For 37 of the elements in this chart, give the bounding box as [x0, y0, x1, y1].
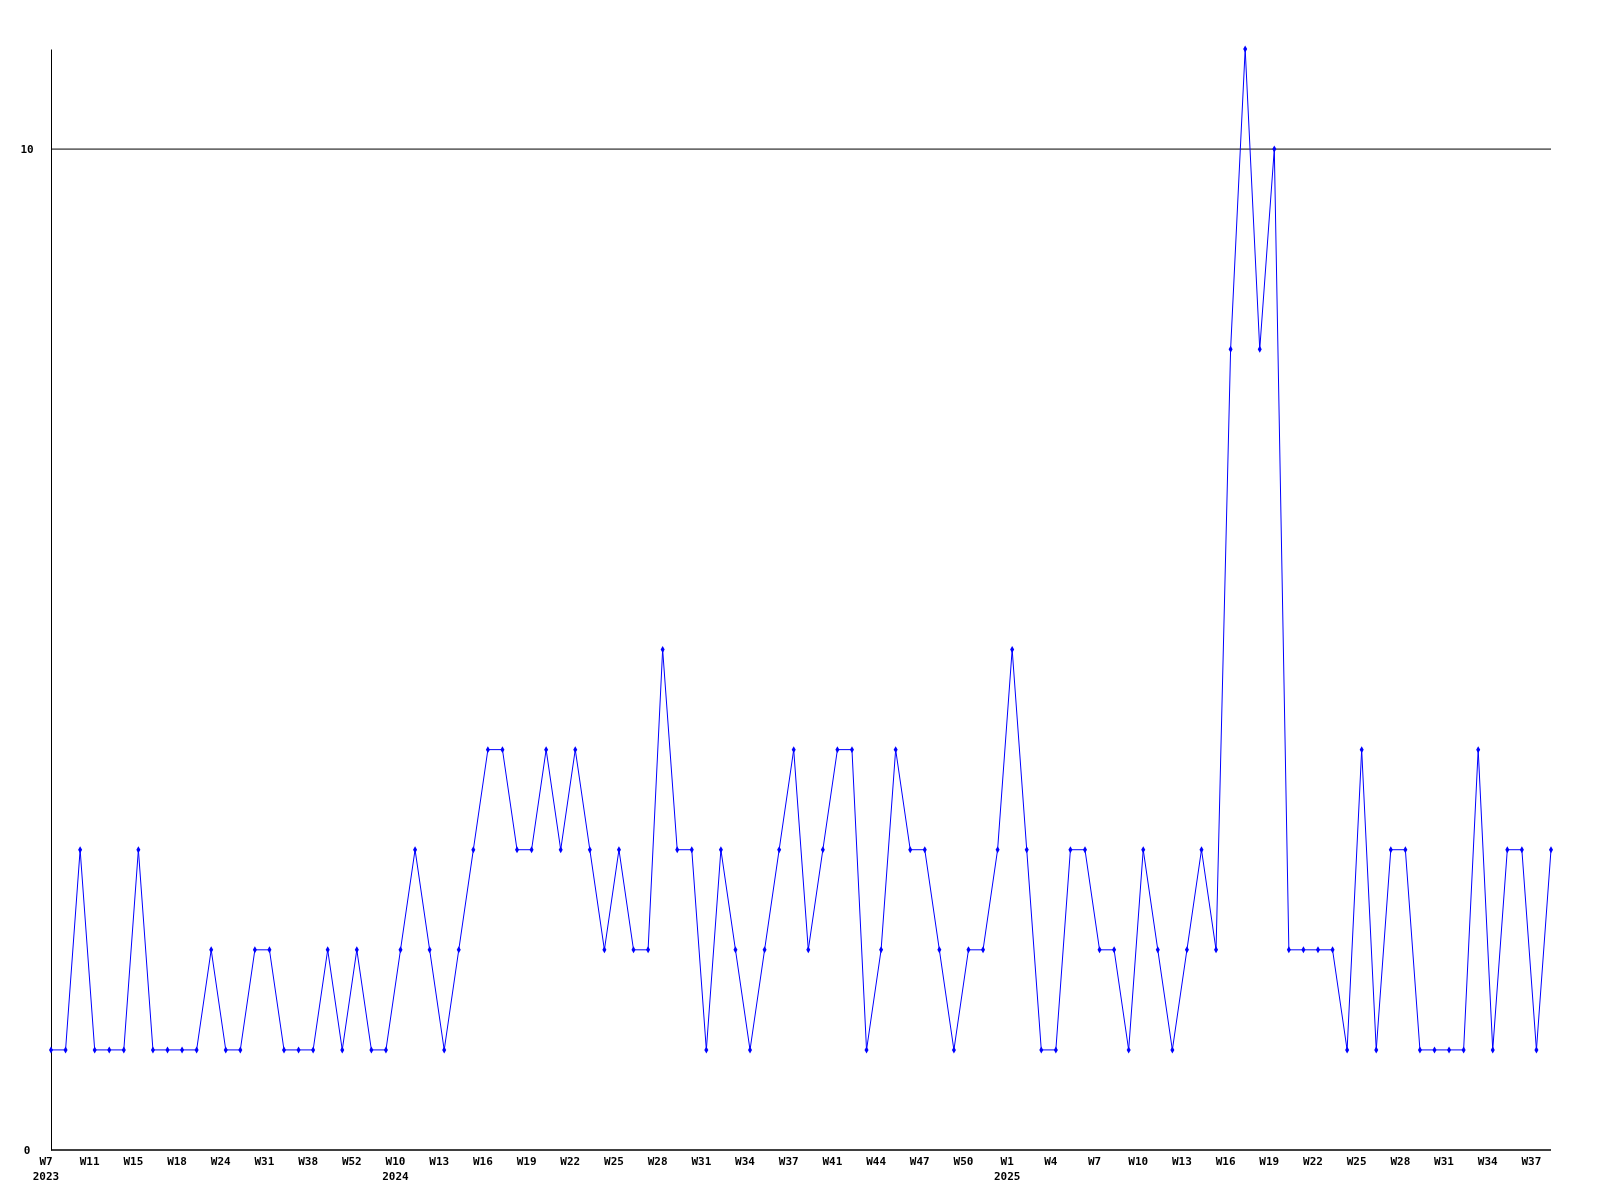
x-tick-label: W13 — [1171, 1155, 1192, 1168]
x-tick-label: W10 — [1128, 1155, 1149, 1168]
x-tick-label: W38 — [298, 1155, 319, 1168]
x-tick-label: W16 — [472, 1155, 494, 1168]
x-tick-label: W13 — [429, 1155, 450, 1168]
x-tick-label: W4 — [1044, 1155, 1058, 1168]
x-tick-label: W31 — [254, 1155, 275, 1168]
x-tick-label: W1 2025 — [993, 1155, 1021, 1183]
x-tick-label: W7 — [1087, 1155, 1102, 1168]
x-tick-label: W22 — [1303, 1155, 1323, 1168]
x-tick-label: W37 — [778, 1155, 799, 1168]
x-tick-label: W19 — [516, 1155, 537, 1168]
x-tick-label: W15 — [123, 1155, 144, 1168]
x-tick-label: W41 — [822, 1155, 843, 1168]
x-tick-label: W18 — [167, 1155, 188, 1168]
x-tick-label: W10 2024 — [382, 1155, 410, 1183]
x-tick-label: W44 — [866, 1155, 887, 1168]
x-tick-label: W28 — [647, 1155, 668, 1168]
x-tick-label: W22 — [560, 1155, 581, 1168]
x-tick-label: W24 — [210, 1155, 232, 1168]
x-tick-label: W37 — [1521, 1155, 1542, 1168]
x-tick-label: W28 — [1390, 1155, 1411, 1168]
y-tick-label: 0 — [23, 1144, 31, 1158]
x-tick-label: W34 — [735, 1155, 756, 1168]
x-tick-label: W16 — [1215, 1155, 1236, 1168]
x-tick-label: W50 — [953, 1155, 974, 1168]
x-tick-label: W19 — [1259, 1155, 1280, 1168]
x-tick-label: W25 — [604, 1155, 624, 1168]
x-tick-label: W25 — [1346, 1155, 1367, 1168]
x-tick-label: W7 2023 — [32, 1155, 60, 1183]
x-tick-label: W31 — [1434, 1155, 1455, 1168]
x-tick-label: W34 — [1477, 1155, 1499, 1168]
x-tick-label: W11 — [79, 1155, 100, 1168]
x-tick-label: W52 — [341, 1155, 362, 1168]
x-tick-label: W47 — [909, 1155, 930, 1168]
y-tick-label: 10 — [20, 143, 34, 157]
x-tick-label: W31 — [691, 1155, 712, 1168]
